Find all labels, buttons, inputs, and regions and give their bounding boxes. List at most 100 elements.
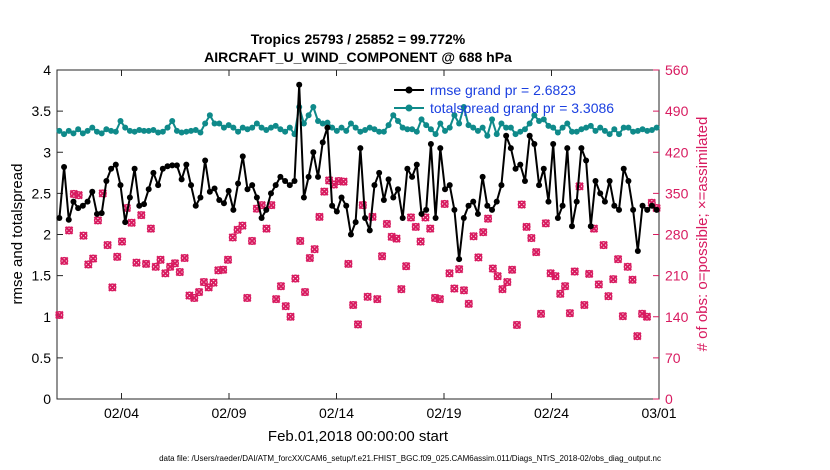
rmse-point <box>277 173 284 180</box>
obs-assimilated-marker <box>339 177 348 186</box>
obs-assimilated-marker <box>218 265 228 274</box>
rmse-point <box>399 215 406 222</box>
obs-possible-marker <box>272 295 281 304</box>
rmse-point <box>112 161 119 168</box>
totalspread-point <box>253 120 260 127</box>
totalspread-point <box>305 112 312 119</box>
obs-possible-marker <box>64 226 74 235</box>
rmse-point <box>606 178 613 185</box>
rmse-point <box>427 141 434 148</box>
obs-possible-marker <box>219 265 228 274</box>
rmse-point <box>554 215 561 222</box>
obs-assimilated-marker <box>507 265 517 274</box>
totalspread-point <box>220 124 227 131</box>
obs-assimilated-marker <box>594 280 604 289</box>
obs-possible-marker <box>618 312 627 321</box>
obs-possible-marker <box>175 268 184 277</box>
obs-assimilated-marker <box>353 320 363 329</box>
obs-assimilated-marker <box>175 267 185 277</box>
rmse-point <box>451 206 458 213</box>
obs-assimilated-marker <box>243 293 252 303</box>
rmse-point <box>173 162 180 169</box>
rmse-point <box>150 169 157 176</box>
rmse-point <box>117 182 124 189</box>
x-tick-label: 02/19 <box>426 405 461 421</box>
obs-assimilated-marker <box>435 294 445 304</box>
totalspread-point <box>427 126 434 133</box>
obs-possible-marker <box>609 275 618 284</box>
obs-possible-marker <box>421 213 430 222</box>
obs-assimilated-marker <box>599 240 608 250</box>
rmse-point <box>239 153 246 160</box>
totalspread-point <box>84 127 91 134</box>
totalspread-point <box>442 127 449 134</box>
obs-possible-marker <box>512 320 521 330</box>
obs-assimilated-marker <box>469 232 478 241</box>
totalspread-point <box>366 124 373 131</box>
rmse-point <box>155 182 162 189</box>
obs-possible-marker <box>498 285 507 294</box>
obs-possible-marker <box>536 309 546 318</box>
totalspread-point <box>79 130 86 137</box>
totalspread-point <box>343 127 350 134</box>
obs-assimilated-marker <box>296 236 305 246</box>
chart-title-line1: Tropics 25793 / 25852 = 99.772% <box>251 31 466 47</box>
obs-possible-marker <box>137 211 146 220</box>
rmse-point <box>136 202 143 209</box>
totalspread-point <box>155 129 162 136</box>
obs-assimilated-marker <box>170 259 180 268</box>
totalspread-point <box>404 126 411 133</box>
rmse-point <box>489 206 496 213</box>
rmse-point <box>423 206 430 213</box>
obs-assimilated-marker <box>151 262 160 272</box>
x-tick-label: 02/24 <box>534 405 569 421</box>
totalspread-point <box>347 120 354 127</box>
obs-possible-marker <box>614 255 623 264</box>
rmse-point <box>474 210 481 217</box>
totalspread-point <box>489 116 496 123</box>
totalspread-point <box>131 128 138 135</box>
totalspread-point <box>286 124 293 131</box>
rmse-point <box>75 205 82 212</box>
rmse-point <box>131 165 138 172</box>
x-tick-label: 02/04 <box>104 405 139 421</box>
y-left-tick-label: 3.5 <box>32 103 52 119</box>
obs-possible-marker <box>373 295 382 304</box>
rmse-point <box>188 182 195 189</box>
obs-possible-marker <box>161 269 170 278</box>
totalspread-point <box>465 122 472 129</box>
obs-possible-marker <box>247 236 257 246</box>
obs-assimilated-marker <box>474 253 483 262</box>
totalspread-point <box>630 128 637 135</box>
totalspread-point <box>272 122 279 129</box>
obs-assimilated-marker <box>344 259 353 269</box>
totalspread-point <box>554 129 561 136</box>
obs-possible-marker <box>382 219 391 228</box>
obs-assimilated-marker <box>426 224 435 233</box>
rmse-series <box>56 81 660 263</box>
rmse-point <box>559 202 566 209</box>
x-axis-label: Feb.01,2018 00:00:00 start <box>268 428 449 445</box>
totalspread-point <box>385 122 392 129</box>
totalspread-point <box>479 124 486 131</box>
rmse-point <box>653 206 660 213</box>
rmse-point <box>597 190 604 197</box>
obs-assimilated-marker <box>397 284 406 294</box>
y-axis-left: 0 0.5 1 1.5 2 2.5 3 3.5 4 <box>32 62 63 407</box>
obs-possible-marker <box>488 264 497 273</box>
totalspread-point <box>206 112 213 119</box>
totalspread-point <box>446 124 453 131</box>
obs-possible-marker <box>522 222 531 231</box>
rmse-point <box>216 196 223 203</box>
y-left-tick-label: 0.5 <box>32 350 52 366</box>
obs-possible-marker <box>291 274 300 283</box>
plot-area <box>56 69 660 400</box>
obs-possible-marker <box>633 332 642 341</box>
totalspread-point <box>432 131 439 138</box>
obs-possible-marker <box>628 275 637 284</box>
rmse-point <box>305 173 312 180</box>
obs-assimilated-marker <box>88 254 98 263</box>
totalspread-point <box>338 124 345 131</box>
obs-possible-marker <box>286 312 295 321</box>
